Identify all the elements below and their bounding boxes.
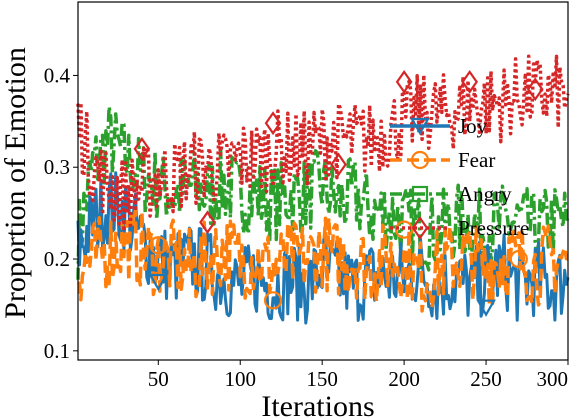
legend-item-pressure: Pressure (390, 216, 529, 240)
marker-pressure (264, 111, 282, 136)
marker-joy (476, 299, 496, 317)
marker-pressure (395, 69, 413, 94)
series-line-fear (76, 209, 569, 313)
marker-pressure (526, 77, 544, 102)
series-layer (76, 54, 570, 325)
legend-label: Angry (458, 182, 512, 206)
marker-fear (263, 291, 283, 310)
series-line-pressure (76, 54, 570, 234)
marker-layer (133, 69, 544, 317)
marker-pressure (199, 210, 216, 235)
plot-frame (77, 1, 569, 361)
x-tick-label: 150 (306, 367, 338, 391)
x-tick-label: 250 (470, 367, 502, 391)
marker-fear (149, 236, 168, 255)
legend-label: Fear (458, 148, 495, 172)
legend-label: Pressure (458, 216, 529, 240)
marker-pressure (330, 152, 347, 177)
marker-pressure (461, 69, 479, 94)
legend-marker (410, 117, 430, 136)
y-tick-label: 0.1 (44, 339, 70, 363)
legend-item-joy: Joy (390, 114, 488, 138)
legend: Joy Fear Angry Pressure (390, 114, 529, 240)
legend-marker (411, 185, 429, 203)
x-tick-label: 50 (148, 367, 169, 391)
marker-joy (148, 273, 169, 292)
legend-label: Joy (458, 114, 488, 138)
marker-pressure (133, 136, 151, 161)
legend-marker (410, 150, 430, 170)
x-axis-title: Iterations (261, 390, 374, 419)
x-tick-label: 200 (388, 367, 420, 391)
x-tick-label: 100 (224, 367, 256, 391)
y-axis-title: Proportion of Emotion (0, 47, 32, 319)
marker-fear (509, 249, 528, 269)
x-tick-label: 300 (537, 367, 569, 391)
y-axis: 0.1 0.2 0.3 0.4 (44, 63, 78, 363)
y-tick-label: 0.2 (44, 247, 70, 271)
x-axis: 50 100 150 200 250 300 (148, 360, 569, 391)
legend-marker (411, 216, 429, 240)
legend-item-fear: Fear (390, 148, 495, 172)
y-tick-label: 0.4 (44, 63, 71, 87)
legend-item-angry: Angry (390, 182, 512, 206)
y-tick-label: 0.3 (44, 155, 70, 179)
